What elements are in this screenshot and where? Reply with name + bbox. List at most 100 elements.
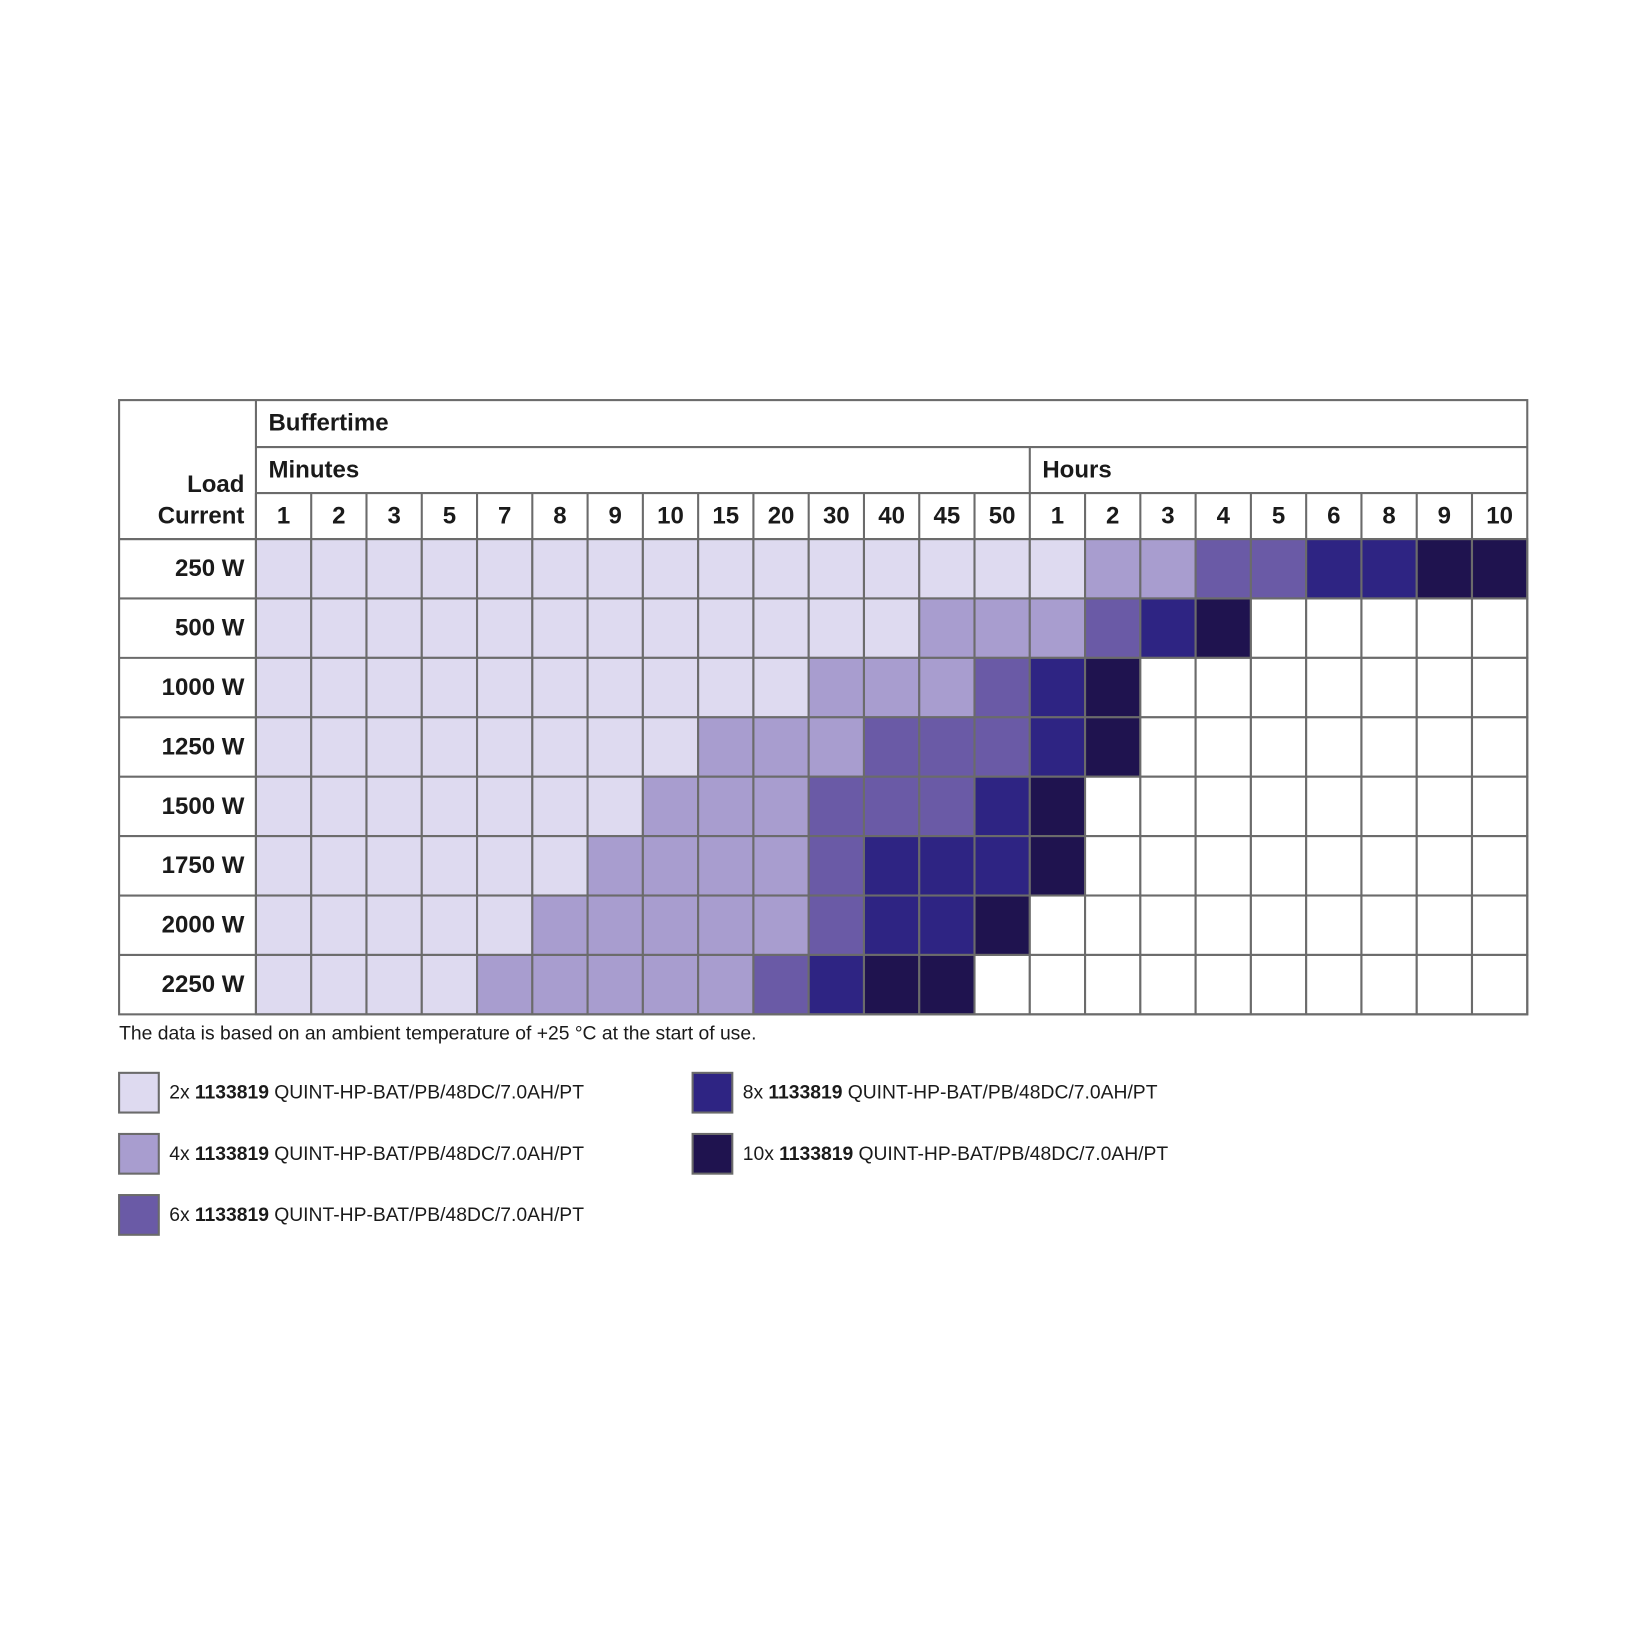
cell	[531, 894, 589, 956]
cell	[697, 656, 755, 719]
cell	[1249, 775, 1308, 838]
cell	[254, 894, 313, 956]
cell	[1305, 894, 1363, 956]
column-label: 8	[1382, 502, 1395, 529]
column-label: 2	[332, 502, 345, 529]
cell	[1194, 775, 1252, 838]
cell	[807, 953, 866, 1016]
group-label: Hours	[1042, 456, 1111, 483]
cell	[973, 597, 1031, 659]
column-label: 9	[1438, 502, 1451, 529]
cell	[807, 835, 866, 897]
cell	[862, 953, 921, 1016]
cell	[1470, 775, 1529, 838]
column-label: 40	[878, 502, 905, 529]
cell	[1028, 597, 1087, 659]
legend-part: 1133819	[195, 1144, 269, 1165]
cell	[807, 537, 866, 600]
group-label: Minutes	[268, 456, 359, 483]
cell	[1139, 775, 1197, 838]
cell	[697, 716, 755, 778]
row-header: Load	[187, 471, 244, 498]
cell	[1028, 953, 1087, 1016]
row-label: 1750 W	[162, 852, 245, 879]
cell	[475, 656, 534, 719]
cell	[254, 656, 313, 719]
row-label: 2000 W	[162, 912, 245, 939]
cell	[1470, 656, 1529, 719]
cell	[365, 597, 423, 659]
column-label: 9	[609, 502, 622, 529]
cell	[1194, 597, 1252, 659]
cell	[1470, 894, 1529, 956]
legend-name: QUINT-HP-BAT/PB/48DC/7.0AH/PT	[858, 1144, 1168, 1165]
cell	[586, 894, 644, 956]
cell	[531, 716, 589, 778]
cell	[1305, 537, 1363, 600]
cell	[420, 597, 479, 659]
cell	[1249, 716, 1308, 778]
cell	[254, 537, 313, 600]
cell	[1415, 894, 1474, 956]
cell	[531, 597, 589, 659]
cell	[1360, 835, 1418, 897]
column-label: 6	[1327, 502, 1340, 529]
cell	[1084, 953, 1142, 1016]
cell	[586, 656, 644, 719]
cell	[1360, 656, 1418, 719]
cell	[310, 716, 368, 778]
legend-swatch	[118, 1194, 160, 1236]
cell	[918, 894, 976, 956]
cell	[310, 775, 368, 838]
legend-name: QUINT-HP-BAT/PB/48DC/7.0AH/PT	[274, 1083, 584, 1104]
legend-name: QUINT-HP-BAT/PB/48DC/7.0AH/PT	[848, 1083, 1158, 1104]
cell	[475, 953, 534, 1016]
legend-label: 10x 1133819 QUINT-HP-BAT/PB/48DC/7.0AH/PT	[743, 1144, 1169, 1165]
cell	[1360, 894, 1418, 956]
cell	[862, 537, 921, 600]
cell	[531, 775, 589, 838]
cell	[1028, 656, 1087, 719]
cell	[697, 953, 755, 1016]
cell	[973, 716, 1031, 778]
table-title: Buffertime	[268, 409, 388, 436]
cell	[365, 656, 423, 719]
cell	[862, 656, 921, 719]
cell	[862, 835, 921, 897]
cell	[862, 775, 921, 838]
legend-part: 1133819	[195, 1083, 269, 1104]
legend-part: 1133819	[195, 1205, 269, 1226]
cell	[1139, 537, 1197, 600]
cell	[973, 835, 1031, 897]
cell	[1249, 537, 1308, 600]
legend-swatch	[118, 1132, 160, 1175]
cell	[1139, 656, 1197, 719]
cell	[586, 953, 644, 1016]
cell	[973, 656, 1031, 719]
cell	[310, 597, 368, 659]
cell	[420, 656, 479, 719]
cell	[1470, 716, 1529, 778]
cell	[807, 656, 866, 719]
column-label: 15	[712, 502, 739, 529]
column-label: 3	[387, 502, 400, 529]
column-label: 30	[823, 502, 850, 529]
cell	[1415, 775, 1474, 838]
cell	[1470, 597, 1529, 659]
cell	[365, 716, 423, 778]
cell	[475, 894, 534, 956]
cell	[531, 656, 589, 719]
cell	[641, 537, 700, 600]
cell	[1028, 835, 1087, 897]
cell	[1360, 537, 1418, 600]
cell	[918, 656, 976, 719]
cell	[1139, 953, 1197, 1016]
cell	[918, 537, 976, 600]
legend-swatch	[118, 1071, 160, 1114]
cell	[310, 835, 368, 897]
cell	[641, 894, 700, 956]
row-label: 2250 W	[162, 971, 245, 998]
column-label: 10	[657, 502, 684, 529]
legend-name: QUINT-HP-BAT/PB/48DC/7.0AH/PT	[274, 1144, 584, 1165]
cell	[697, 597, 755, 659]
